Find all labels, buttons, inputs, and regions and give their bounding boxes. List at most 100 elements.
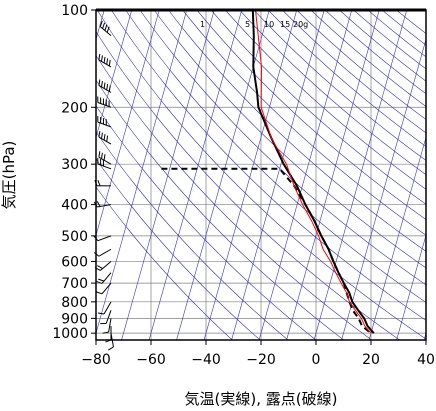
wind-barb-feather <box>98 79 101 86</box>
dry-adiabat-line <box>153 10 426 269</box>
isotherm-line <box>286 10 380 340</box>
wind-barb-feather <box>106 83 109 91</box>
wind-barb-staff <box>99 261 112 271</box>
wind-barb-feather <box>100 152 103 159</box>
dry-adiabat-line <box>310 10 426 107</box>
wind-barb-feather <box>98 131 101 138</box>
wind-barb-staff <box>97 163 112 170</box>
wind-barb-feather <box>104 24 108 31</box>
wind-barb-feather <box>106 58 109 65</box>
wind-barb-staff <box>105 310 112 324</box>
x-tick-label: −60 <box>136 352 166 368</box>
isotherm-line <box>176 10 270 340</box>
wind-barb-staff <box>97 235 112 242</box>
y-tick-label: 500 <box>61 229 88 245</box>
wind-barb-feather <box>103 82 106 89</box>
isotherm-line <box>203 10 298 340</box>
dry-adiabat-line <box>210 10 426 205</box>
mixing-ratio-label: 5 <box>245 20 250 29</box>
x-tick-label: −20 <box>246 352 276 368</box>
wind-barb-feather <box>103 154 106 161</box>
dry-adiabat-line <box>96 10 426 340</box>
wind-barb-staff <box>98 136 112 145</box>
dry-adiabat-line <box>96 79 344 340</box>
isotherm-line <box>96 10 160 237</box>
mixing-ratio-label: 15 <box>280 20 290 29</box>
x-tick-label: 40 <box>417 352 435 368</box>
sounding-series <box>161 10 375 334</box>
isotherm-line <box>231 10 325 340</box>
wind-barb-feather <box>108 85 111 92</box>
wind-barb-feather <box>108 59 111 66</box>
dry-adiabat-line <box>96 54 372 340</box>
wind-barb-feather <box>98 53 101 60</box>
wind-barb-feather <box>108 346 114 351</box>
y-tick-label: 200 <box>61 100 88 116</box>
dry-adiabat-line <box>225 10 426 190</box>
x-tick-label: −80 <box>81 352 111 368</box>
x-tick-label: −40 <box>191 352 221 368</box>
wind-barb-feather <box>97 312 105 315</box>
dry-adiabat-line <box>182 10 426 236</box>
wind-barb-feather <box>103 56 106 63</box>
wind-barb-feather <box>98 278 105 282</box>
mixing-ratio-label: 1 <box>200 20 205 29</box>
wind-barb-staff <box>99 26 112 36</box>
dewpoint-line <box>161 167 372 334</box>
wind-barb-feather <box>98 151 101 158</box>
y-axis-title: 気圧(hPa) <box>0 141 18 210</box>
y-tick-label: 600 <box>61 254 88 270</box>
mixing-ratio-label: 20g <box>293 20 308 29</box>
x-axis-ticks: −80 −60 −40 −20 0 20 40 <box>81 340 435 368</box>
y-tick-label: 300 <box>61 157 88 173</box>
dry-adiabat-line <box>96 105 316 340</box>
x-axis-title: 気温(実線), 露点(破線) <box>185 390 338 408</box>
wind-barb-feather <box>106 26 110 33</box>
dry-adiabat-line <box>396 10 426 34</box>
isotherm-line <box>258 10 353 340</box>
wind-barb-staff <box>97 121 112 128</box>
dry-adiabat-line <box>196 10 426 220</box>
wind-barb-feather <box>97 265 103 269</box>
y-tick-label: 800 <box>61 295 88 311</box>
temperature-line <box>251 10 375 334</box>
isotherm-line <box>368 136 426 340</box>
wind-barb-feather <box>103 134 106 141</box>
wind-barb-feather <box>102 22 106 29</box>
dry-adiabat-line <box>253 10 426 161</box>
dry-adiabat-line <box>96 158 261 340</box>
dry-adiabat-line <box>96 30 400 340</box>
isotherm-line <box>148 10 243 340</box>
isotherm-line <box>96 10 105 41</box>
parcel-line <box>255 10 372 334</box>
mixing-ratio-labels: 1 5 10 15 20g <box>200 20 308 29</box>
wind-barb-staff <box>103 301 112 315</box>
wind-barb-feather <box>100 55 103 62</box>
dry-adiabat-line <box>282 10 426 134</box>
y-tick-label: 1000 <box>52 326 88 342</box>
wind-barb-feather <box>97 180 101 186</box>
wind-barb-staff <box>101 282 112 295</box>
isotherm-line <box>121 10 215 340</box>
wind-barbs <box>93 20 114 351</box>
y-tick-label: 700 <box>61 276 88 292</box>
dry-adiabat-line <box>96 131 289 340</box>
wind-barb-staff <box>98 248 112 257</box>
dry-adiabat-line <box>96 186 233 340</box>
dry-adiabat-line <box>125 10 426 303</box>
wind-barb-feather <box>102 331 109 334</box>
dry-adiabat-line <box>168 10 426 252</box>
dry-adiabat-line <box>339 10 426 82</box>
wind-barb-feather <box>96 291 103 295</box>
y-tick-label: 900 <box>61 311 88 327</box>
dry-adiabat-line <box>139 10 426 286</box>
isotherm-line <box>396 234 426 340</box>
x-tick-label: 20 <box>362 352 380 368</box>
isotherm-line <box>96 10 133 139</box>
wind-barb-feather <box>99 20 103 27</box>
x-tick-label: 0 <box>312 352 321 368</box>
wind-barb-staff <box>98 156 112 165</box>
isotherm-line <box>96 10 188 335</box>
wind-barb-staff <box>97 204 112 208</box>
dry-adiabat-line <box>239 10 426 176</box>
